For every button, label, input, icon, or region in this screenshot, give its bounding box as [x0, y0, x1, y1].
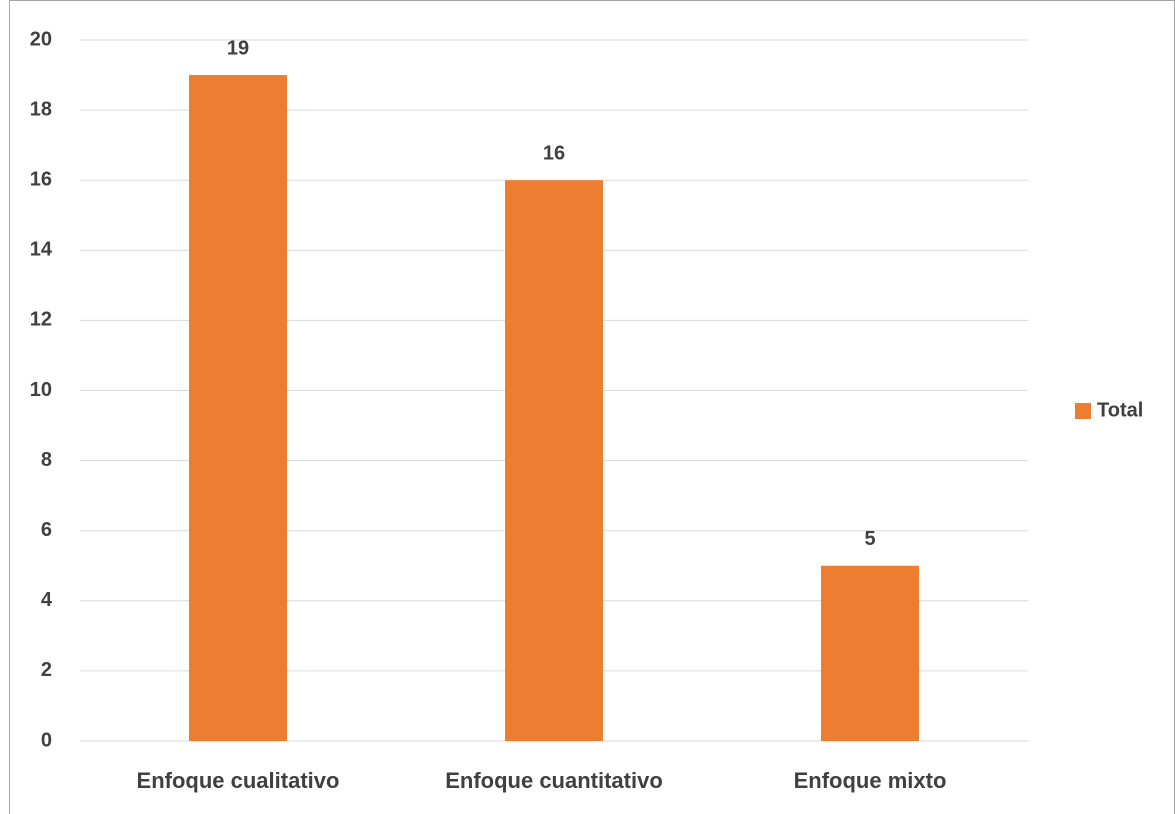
- y-tick-label: 20: [30, 28, 52, 50]
- data-label: 19: [227, 37, 249, 59]
- bar: [821, 565, 919, 741]
- bar: [505, 180, 603, 741]
- y-tick-label: 0: [41, 729, 52, 751]
- x-tick-label: Enfoque mixto: [794, 768, 947, 793]
- data-label: 5: [864, 528, 875, 550]
- legend-swatch: [1075, 403, 1091, 419]
- y-tick-label: 10: [30, 379, 52, 401]
- x-tick-label: Enfoque cuantitativo: [445, 768, 663, 793]
- x-tick-label: Enfoque cualitativo: [137, 768, 340, 793]
- y-tick-label: 6: [41, 519, 52, 541]
- y-tick-label: 4: [41, 589, 53, 611]
- y-tick-label: 18: [30, 98, 52, 120]
- y-tick-label: 8: [41, 449, 52, 471]
- y-tick-label: 14: [30, 239, 53, 261]
- bar: [189, 75, 287, 742]
- y-tick-label: 12: [30, 309, 52, 331]
- y-tick-label: 2: [41, 659, 52, 681]
- legend-label: Total: [1097, 399, 1143, 421]
- data-label: 16: [543, 142, 565, 164]
- y-tick-label: 16: [30, 168, 52, 190]
